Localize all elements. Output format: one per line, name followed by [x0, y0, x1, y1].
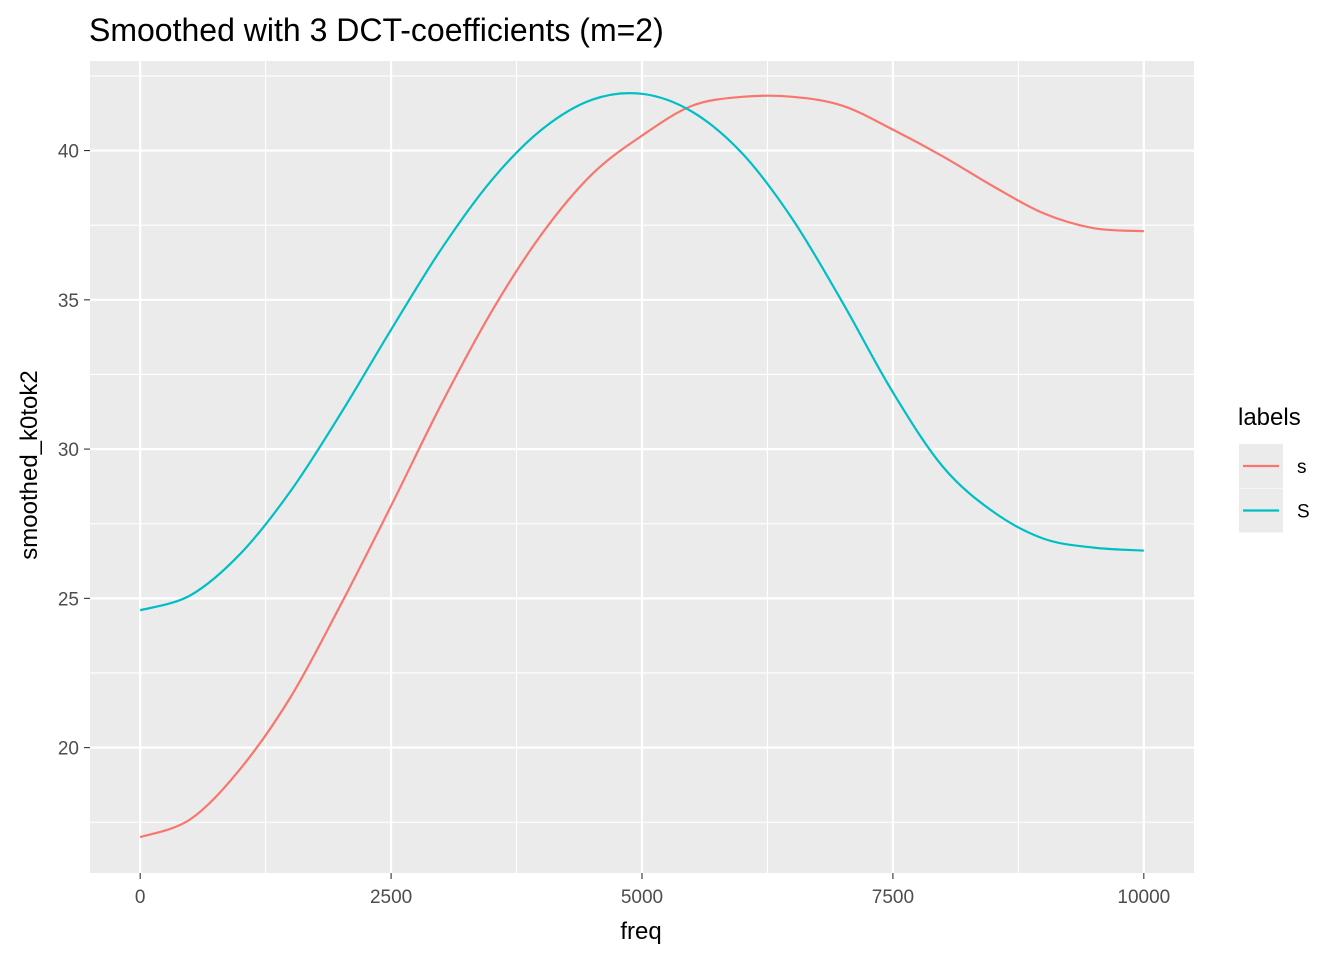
x-tick-label: 10000 — [1117, 887, 1170, 908]
legend-label-s: s — [1297, 457, 1307, 478]
x-tick-label: 2500 — [370, 887, 412, 908]
y-tick-label: 40 — [58, 142, 79, 163]
plot-panel — [90, 61, 1194, 873]
series-line-s — [139, 94, 1144, 839]
x-tick-label: 7500 — [872, 887, 914, 908]
legend: labels s S — [1238, 404, 1310, 533]
legend-title: labels — [1238, 404, 1301, 431]
chart-title: Smoothed with 3 DCT-coefficients (m=2) — [89, 12, 664, 48]
y-tick-label: 25 — [58, 589, 79, 610]
x-tick-label: 5000 — [621, 887, 663, 908]
x-axis: 0 2500 5000 7500 10000 — [135, 873, 1170, 908]
y-axis: 20 25 30 35 40 — [58, 142, 90, 760]
y-tick-label: 30 — [58, 440, 79, 461]
y-tick-label: 20 — [58, 739, 79, 760]
series-line-S — [139, 91, 1144, 612]
legend-label-S: S — [1297, 502, 1310, 523]
x-axis-title: freq — [620, 918, 661, 945]
y-tick-label: 35 — [58, 291, 79, 312]
x-tick-label: 0 — [135, 887, 146, 908]
y-axis-title: smoothed_k0tok2 — [16, 370, 43, 559]
